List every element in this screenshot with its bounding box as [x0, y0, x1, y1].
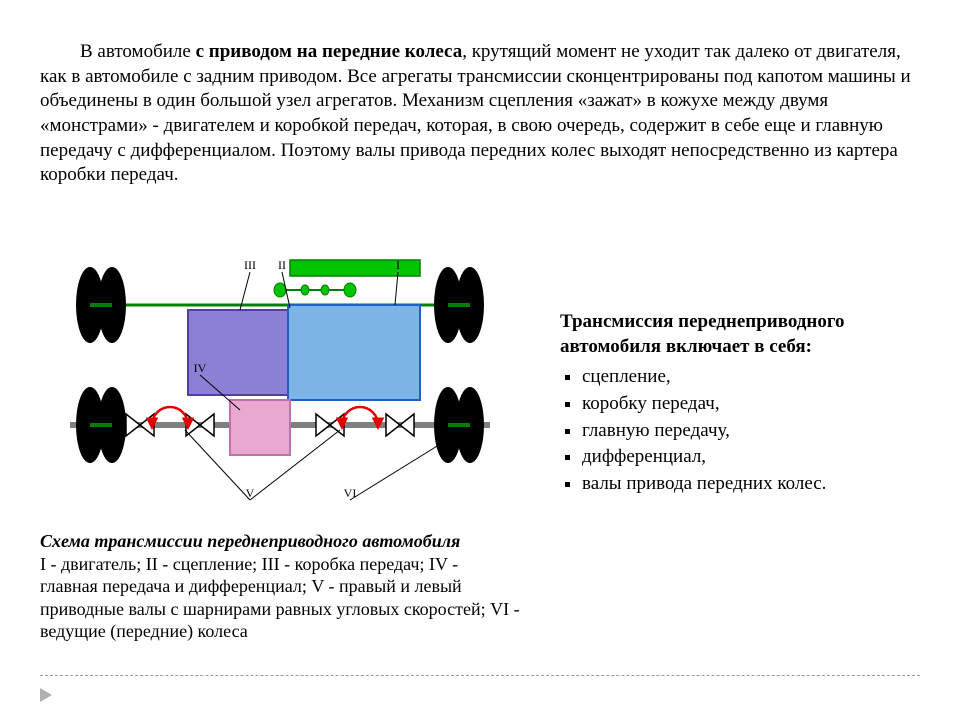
components-title: Трансмиссия переднеприводного автомобиля…	[560, 310, 920, 359]
svg-text:IV: IV	[194, 361, 207, 375]
intro-paragraph: В автомобиле с приводом на передние коле…	[40, 40, 920, 188]
para-rest: , крутящий момент не уходит так далеко о…	[40, 41, 911, 185]
page-corner-icon	[40, 688, 52, 702]
components-item: главную передачу,	[582, 419, 920, 444]
footer-rule	[40, 675, 920, 676]
components-item: валы привода передних колес.	[582, 472, 920, 497]
svg-text:I: I	[396, 258, 400, 272]
diagram-caption: Схема трансмиссии переднеприводного авто…	[40, 530, 520, 643]
para-lead: В автомобиле	[80, 41, 196, 62]
caption-title: Схема трансмиссии переднеприводного авто…	[40, 531, 460, 551]
para-bold: с приводом на передние колеса	[196, 41, 463, 62]
components-ul: сцепление,коробку передач,главную переда…	[560, 365, 920, 496]
transmission-diagram: IIIIIIIVVVI	[40, 250, 520, 533]
svg-text:III: III	[244, 258, 256, 272]
components-list: Трансмиссия переднеприводного автомобиля…	[560, 310, 920, 499]
components-item: коробку передач,	[582, 392, 920, 417]
svg-text:II: II	[278, 258, 286, 272]
svg-text:VI: VI	[344, 486, 357, 500]
components-item: дифференциал,	[582, 445, 920, 470]
caption-body: I - двигатель; II - сцепление; III - кор…	[40, 554, 520, 642]
components-item: сцепление,	[582, 365, 920, 390]
